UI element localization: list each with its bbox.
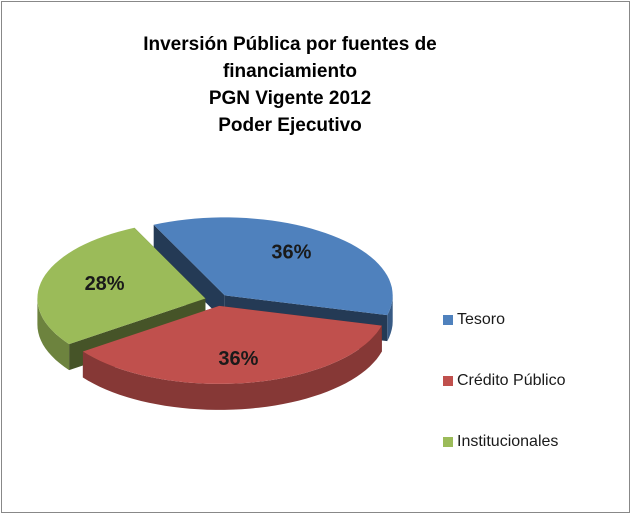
legend-swatch xyxy=(443,376,453,386)
data-label: 36% xyxy=(271,242,311,264)
slice-side xyxy=(387,295,393,342)
legend-swatch xyxy=(443,315,453,325)
legend-label: Crédito Público xyxy=(457,372,566,389)
chart-title: financiamiento xyxy=(223,61,357,82)
data-label: 36% xyxy=(218,348,258,370)
slice-side xyxy=(37,298,70,371)
slice-wall xyxy=(153,224,225,322)
legend-swatch xyxy=(443,437,453,447)
legend-label: Institucionales xyxy=(457,433,558,450)
chart-title: Inversión Pública por fuentes de xyxy=(143,34,437,55)
chart-title: Poder Ejecutivo xyxy=(218,115,362,136)
slice xyxy=(153,217,393,316)
legend-label: Tesoro xyxy=(457,311,505,328)
slice xyxy=(37,227,206,345)
slice-side xyxy=(82,325,382,410)
slice xyxy=(82,305,382,384)
chart-title: PGN Vigente 2012 xyxy=(209,88,371,109)
data-label: 28% xyxy=(85,273,125,295)
